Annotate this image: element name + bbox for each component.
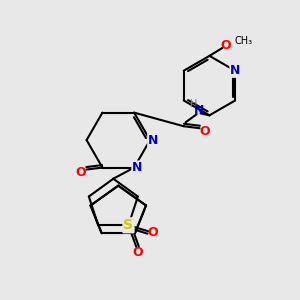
Text: CH₃: CH₃ xyxy=(234,36,252,46)
Text: N: N xyxy=(230,64,240,77)
Text: O: O xyxy=(132,246,143,259)
Text: H: H xyxy=(190,99,197,110)
Text: N: N xyxy=(132,161,142,174)
Text: O: O xyxy=(220,40,231,52)
Text: S: S xyxy=(124,218,134,232)
Text: O: O xyxy=(75,166,86,179)
Text: O: O xyxy=(199,125,210,138)
Text: O: O xyxy=(147,226,158,239)
Text: N: N xyxy=(148,134,158,147)
Text: N: N xyxy=(194,104,205,117)
